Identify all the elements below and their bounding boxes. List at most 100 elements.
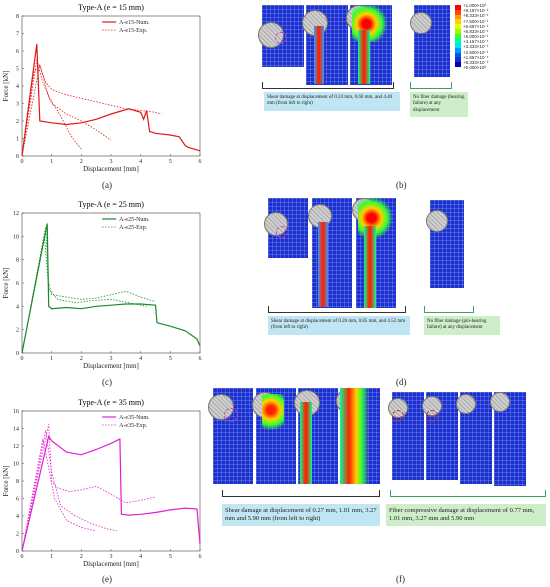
- caption-e: (e): [102, 574, 112, 584]
- note-fiber-f: Fiber compressive damage at displacement…: [386, 504, 546, 527]
- x-tick-label: 0: [21, 554, 24, 560]
- shear-bracket-d: [268, 306, 406, 313]
- colorbar-legend: +1.000×10⁰ +9.167×10⁻¹ +8.333×10⁻¹ +7.500×1…: [455, 3, 488, 70]
- x-tick-label: 4: [139, 554, 142, 560]
- colorbar-label: +5.833×10⁻¹: [463, 28, 489, 34]
- colorbar-swatch: [455, 33, 461, 39]
- y-tick-label: 5: [16, 67, 19, 73]
- y-tick-label: 8: [16, 14, 19, 20]
- x-tick-label: 1: [50, 159, 53, 165]
- colorbar-label: +8.333×10⁻²: [463, 59, 489, 65]
- colorbar-label: +6.667×10⁻¹: [463, 23, 489, 29]
- note-shear-f: Shear damage at displacement of 0.27 mm,…: [222, 504, 380, 527]
- colorbar-swatch: [455, 47, 461, 53]
- y-tick-label: 6: [16, 281, 19, 287]
- damage-highlight-circle: [276, 226, 288, 238]
- y-tick-label: 7: [16, 32, 19, 38]
- series-line-a-e35-num: [21, 434, 201, 552]
- fem-model-f6: [426, 392, 458, 480]
- x-axis-label: Displacement [mm]: [83, 362, 139, 370]
- bolt-hole: [456, 394, 476, 414]
- x-tick-label: 4: [139, 159, 142, 165]
- y-tick-label: 12: [13, 211, 19, 217]
- series-line: [21, 438, 97, 552]
- series-line: [21, 59, 112, 157]
- y-tick-label: 0: [16, 549, 19, 555]
- colorbar-label: +1.667×10⁻¹: [463, 54, 489, 60]
- caption-a: (a): [102, 180, 112, 190]
- caption-d: (d): [396, 377, 407, 387]
- x-axis-label: Displacement [mm]: [83, 165, 139, 173]
- colorbar-swatch: [455, 5, 461, 11]
- y-tick-label: 14: [13, 427, 19, 433]
- series-line: [21, 430, 117, 552]
- fiber-damage-circle: [426, 410, 438, 422]
- x-tick-label: 3: [110, 159, 113, 165]
- chart-title: Type-A (e = 15 mm): [78, 3, 144, 12]
- legend-label: A-e35-Exp.: [119, 423, 148, 429]
- damage-band: [340, 388, 376, 484]
- x-tick-label: 3: [110, 554, 113, 560]
- damage-band: [300, 402, 312, 484]
- y-tick-label: 16: [13, 409, 19, 415]
- colorbar-label: +7.500×10⁻¹: [463, 18, 489, 24]
- y-tick-label: 6: [16, 497, 19, 503]
- y-axis-label: Force [kN]: [2, 268, 10, 299]
- x-tick-label: 0: [21, 356, 24, 362]
- y-tick-label: 6: [16, 49, 19, 55]
- caption-b: (b): [396, 180, 407, 190]
- note-shear-b: Shear damage at displacement of 0.24 mm,…: [264, 92, 400, 111]
- damage-band: [358, 30, 370, 84]
- note-fiber-d: No fiber damage (pin-bearing failure) at…: [424, 316, 500, 335]
- colorbar-swatch: [455, 52, 461, 58]
- y-tick-label: 1: [16, 137, 19, 143]
- legend-label: A-e15-Exp.: [119, 28, 148, 34]
- colorbar-label: +2.500×10⁻¹: [463, 49, 489, 55]
- y-tick-label: 0: [16, 351, 19, 357]
- y-tick-label: 4: [16, 514, 19, 520]
- colorbar-swatch: [455, 43, 461, 49]
- colorbar-swatch: [455, 14, 461, 20]
- damage-highlight-circle: [224, 408, 238, 422]
- y-axis-label: Force [kN]: [2, 466, 10, 497]
- x-tick-label: 1: [50, 554, 53, 560]
- x-tick-label: 6: [199, 159, 202, 165]
- series-line-a-e25-exp: [21, 226, 156, 354]
- y-tick-label: 8: [16, 479, 19, 485]
- series-line: [21, 64, 82, 157]
- y-tick-label: 8: [16, 258, 19, 264]
- colorbar-label: +9.167×10⁻¹: [463, 8, 489, 14]
- colorbar-swatch: [455, 28, 461, 34]
- y-tick-label: 0: [16, 154, 19, 160]
- colorbar-label: +0.000×10⁰: [463, 65, 487, 70]
- x-tick-label: 5: [169, 356, 172, 362]
- damage-band: [318, 222, 328, 307]
- series-line-a-e35-exp: [21, 424, 156, 552]
- y-tick-label: 10: [13, 234, 19, 240]
- x-tick-label: 1: [50, 356, 53, 362]
- shear-bracket-b: [262, 82, 394, 89]
- legend-label: A-e25-Exp.: [119, 225, 148, 231]
- colorbar-label: +5.000×10⁻¹: [463, 34, 489, 39]
- damage-highlight-circle: [275, 32, 287, 44]
- x-tick-label: 3: [110, 356, 113, 362]
- series-line: [21, 233, 147, 354]
- y-tick-label: 2: [16, 119, 19, 125]
- fiber-bracket-f: [390, 490, 546, 497]
- fiber-damage-circle: [392, 410, 404, 422]
- caption-f: (f): [396, 574, 405, 584]
- y-axis-label: Force [kN]: [2, 71, 10, 102]
- chart-type-a-e15: Type-A (e = 15 mm) 0 1 2 3 4 5 6 0 1 2 3 4 5 6 7 8 Displa…: [2, 3, 202, 173]
- fem-model-f7: [460, 392, 492, 484]
- y-tick-label: 10: [13, 462, 19, 468]
- colorbar-label: +1.000×10⁰: [463, 3, 487, 8]
- bolt-hole: [490, 392, 510, 412]
- colorbar-swatch: [455, 57, 461, 63]
- y-tick-label: 3: [16, 102, 19, 108]
- x-tick-label: 6: [199, 356, 202, 362]
- y-tick-label: 12: [13, 444, 19, 450]
- chart-title: Type-A (e = 35 mm): [78, 398, 144, 407]
- x-tick-label: 2: [80, 554, 83, 560]
- x-axis-label: Displacement [mm]: [83, 560, 139, 568]
- colorbar-swatch: [455, 38, 461, 44]
